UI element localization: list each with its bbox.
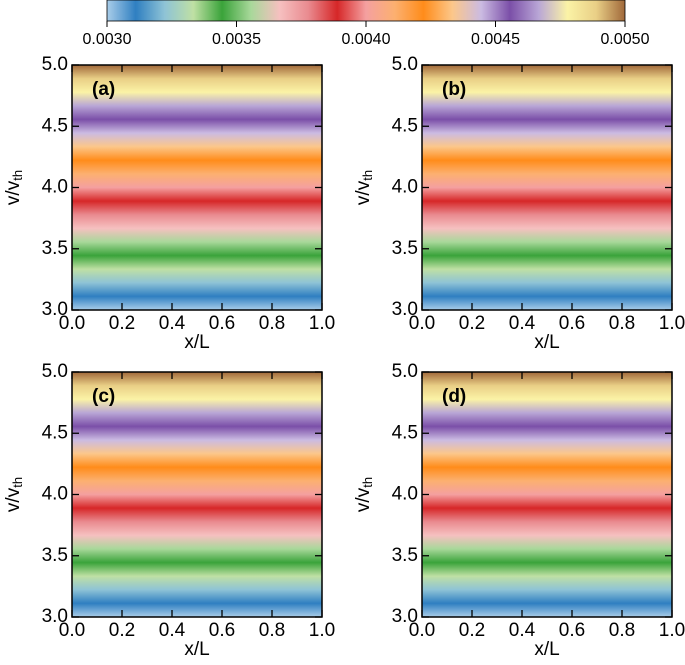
y-axis-label-subscript: th (10, 477, 25, 488)
x-tick-label: 0.2 (459, 313, 485, 334)
y-tick-label: 4.0 (42, 484, 68, 505)
y-tick-label: 5.0 (42, 54, 68, 75)
y-axis-label-main: v/v (353, 487, 374, 512)
y-tick-label: 3.5 (392, 545, 418, 566)
x-axis-label: x/L (184, 332, 209, 353)
x-tick-label: 1.0 (309, 313, 335, 334)
y-tick-label: 3.0 (392, 299, 418, 320)
y-tick-label: 3.5 (42, 545, 68, 566)
x-axis-label: x/L (534, 332, 559, 353)
x-tick-label: 0.2 (459, 620, 485, 641)
y-tick-label: 4.5 (392, 422, 418, 443)
heatmap-background (422, 372, 672, 617)
x-tick-label: 0.6 (559, 313, 585, 334)
panel-label: (a) (92, 79, 115, 100)
y-tick-label: 4.0 (392, 484, 418, 505)
y-axis-label-main: v/v (3, 487, 24, 512)
x-tick-label: 0.4 (159, 313, 186, 334)
x-axis-label: x/L (184, 639, 209, 660)
y-tick-label: 4.0 (392, 177, 418, 198)
y-tick-label: 5.0 (392, 361, 418, 382)
panel: 0.0 0.2 0.4 0.6 0.8 1.0 3.0 3.5 4.0 4.5 5.0 (d) x/L v… (353, 361, 685, 660)
x-tick-label: 0.6 (209, 620, 235, 641)
colorbar-tick-label: 0.0050 (601, 31, 650, 48)
colorbar (106, 0, 626, 22)
y-axis-label-subscript: th (360, 477, 375, 488)
x-tick-label: 1.0 (659, 620, 685, 641)
x-tick-label: 0.0 (409, 313, 435, 334)
y-axis-label-main: v/v (353, 180, 374, 205)
y-tick-label: 3.0 (392, 606, 418, 627)
x-axis-label: x/L (534, 639, 559, 660)
panel-label: (b) (442, 79, 466, 100)
x-tick-label: 0.2 (109, 313, 135, 334)
y-tick-label: 3.0 (42, 299, 68, 320)
x-tick-label: 0.4 (509, 313, 536, 334)
x-tick-label: 0.8 (259, 620, 285, 641)
colorbar-tick-label: 0.0045 (471, 31, 520, 48)
y-axis-label-subscript: th (360, 170, 375, 181)
panel: 0.0 0.2 0.4 0.6 0.8 1.0 3.0 3.5 4.0 4.5 5.0 (b) x/L v… (353, 54, 685, 353)
x-tick-label: 0.0 (59, 620, 85, 641)
x-tick-label: 1.0 (309, 620, 335, 641)
y-axis-label: v/vth (353, 477, 375, 512)
y-tick-label: 3.5 (392, 238, 418, 259)
panel-label: (d) (442, 386, 466, 407)
panel: 0.0 0.2 0.4 0.6 0.8 1.0 3.0 3.5 4.0 4.5 5.0 (c) x/L v… (3, 361, 335, 660)
x-tick-label: 0.8 (609, 620, 635, 641)
y-tick-label: 4.5 (42, 115, 68, 136)
colorbar-tick-label: 0.0040 (342, 31, 391, 48)
y-tick-label: 4.0 (42, 177, 68, 198)
heatmap-background (422, 65, 672, 310)
x-tick-label: 1.0 (659, 313, 685, 334)
y-axis-label: v/vth (353, 170, 375, 205)
y-tick-label: 3.0 (42, 606, 68, 627)
panel-label: (c) (92, 386, 115, 407)
y-axis-label: v/vth (3, 170, 25, 205)
y-tick-label: 5.0 (392, 54, 418, 75)
x-tick-label: 0.6 (559, 620, 585, 641)
x-tick-label: 0.8 (609, 313, 635, 334)
panel: 0.0 0.2 0.4 0.6 0.8 1.0 3.0 3.5 4.0 4.5 5.0 (a) x/L v… (3, 54, 335, 353)
x-tick-label: 0.4 (159, 620, 186, 641)
x-tick-label: 0.4 (509, 620, 536, 641)
x-tick-label: 0.0 (409, 620, 435, 641)
x-tick-label: 0.8 (259, 313, 285, 334)
y-tick-label: 5.0 (42, 361, 68, 382)
colorbar-tick-label: 0.0035 (212, 31, 261, 48)
y-axis-label-main: v/v (3, 180, 24, 205)
x-tick-label: 0.2 (109, 620, 135, 641)
y-tick-label: 4.5 (42, 422, 68, 443)
heatmap-background (72, 65, 322, 310)
y-tick-label: 3.5 (42, 238, 68, 259)
x-tick-label: 0.0 (59, 313, 85, 334)
x-tick-label: 0.6 (209, 313, 235, 334)
y-tick-label: 4.5 (392, 115, 418, 136)
heatmap-background (72, 372, 322, 617)
y-axis-label: v/vth (3, 477, 25, 512)
y-axis-label-subscript: th (10, 170, 25, 181)
colorbar-tick-label: 0.0030 (83, 31, 132, 48)
